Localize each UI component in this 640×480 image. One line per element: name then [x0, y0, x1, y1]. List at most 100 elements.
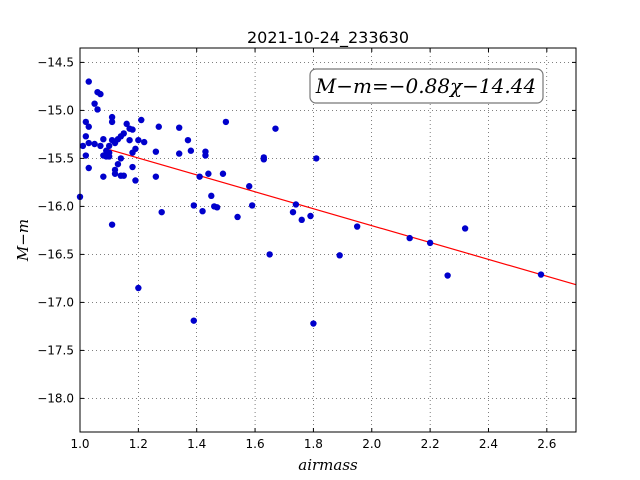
data-point: [114, 160, 122, 168]
plot-area: [80, 48, 576, 432]
data-point: [85, 139, 92, 147]
data-point: [100, 136, 107, 143]
data-point: [91, 100, 98, 107]
y-tick-label: −17.5: [37, 343, 74, 357]
y-tick-label: −15.5: [37, 151, 74, 165]
data-point: [213, 204, 221, 211]
data-point: [82, 152, 90, 159]
data-point: [79, 142, 87, 150]
chart-title: 2021-10-24_233630: [247, 28, 409, 48]
data-point: [126, 136, 133, 144]
data-point: [537, 271, 545, 278]
data-point: [82, 118, 90, 126]
data-point: [266, 251, 273, 258]
data-point: [132, 177, 139, 184]
y-tick-label: −14.5: [37, 55, 74, 69]
data-point: [176, 150, 183, 157]
data-point: [105, 142, 113, 150]
data-point: [444, 272, 451, 279]
data-point: [94, 106, 101, 113]
data-point: [298, 216, 305, 224]
x-tick-label: 1.4: [187, 437, 206, 451]
x-tick-label: 2.2: [421, 437, 440, 451]
x-tick-label: 2.0: [362, 437, 381, 451]
fit-legend-frame: [309, 68, 544, 104]
data-point: [108, 118, 116, 126]
plot-frame: [79, 47, 577, 433]
data-point: [120, 172, 127, 179]
y-tick-label: −15.0: [37, 103, 74, 117]
data-point: [155, 123, 162, 130]
data-point: [152, 148, 160, 155]
fit-line-group: [109, 148, 577, 286]
data-point: [219, 170, 227, 177]
data-point: [196, 173, 203, 180]
y-tick-label: −16.5: [37, 247, 74, 261]
data-point: [310, 320, 317, 327]
data-point: [108, 113, 116, 121]
data-point: [82, 133, 90, 140]
data-point: [234, 213, 241, 221]
data-point: [123, 120, 130, 128]
data-point: [108, 221, 116, 228]
data-point: [248, 202, 256, 209]
data-point: [120, 130, 127, 137]
fit-equation-label: M−m=−0.88χ−14.44: [315, 74, 536, 98]
data-point: [336, 252, 343, 259]
data-point: [313, 155, 320, 162]
data-point: [135, 136, 142, 144]
data-point: [222, 118, 230, 126]
data-point: [140, 138, 148, 146]
data-point: [105, 153, 113, 160]
data-point: [97, 142, 104, 150]
x-tick-label: 1.6: [246, 437, 265, 451]
data-point: [100, 173, 107, 180]
x-tick-label: 2.4: [479, 437, 498, 451]
data-point: [135, 284, 142, 292]
data-point: [184, 136, 192, 144]
data-point: [406, 234, 413, 242]
y-tick-label: −16.0: [37, 199, 74, 213]
y-axis-label: M−m: [14, 219, 32, 262]
data-point: [158, 208, 165, 216]
data-point: [91, 140, 98, 148]
data-point: [117, 155, 125, 162]
data-point: [111, 170, 119, 177]
data-point: [187, 147, 195, 154]
x-tick-label: 1.0: [70, 437, 89, 451]
data-point: [292, 201, 300, 208]
data-point: [129, 163, 136, 171]
data-point: [289, 208, 297, 216]
data-point: [190, 202, 197, 209]
data-point: [85, 78, 92, 85]
data-point: [260, 154, 268, 161]
data-point: [246, 183, 253, 190]
data-point: [152, 173, 160, 180]
x-tick-label: 1.8: [304, 437, 323, 451]
data-point: [272, 125, 279, 132]
data-point: [129, 126, 136, 133]
y-tick-label: −17.0: [37, 295, 74, 309]
data-point: [205, 170, 212, 177]
data-point: [307, 212, 314, 220]
data-point: [132, 145, 139, 152]
fit-line: [109, 148, 577, 286]
data-point: [97, 90, 104, 98]
fit-legend-box: M−m=−0.88χ−14.44: [309, 68, 544, 104]
data-points: [76, 78, 545, 327]
data-point: [199, 208, 206, 215]
data-point: [461, 225, 469, 232]
data-point: [202, 148, 209, 155]
data-point: [190, 317, 197, 324]
data-point: [138, 116, 145, 124]
data-point: [426, 239, 434, 247]
data-point: [353, 223, 361, 230]
axis-ticks: 1.0 1.2 1.4 1.6 1.8 2.0 2.2 2.4 2.6 −14.5 −15.0 −15…: [37, 48, 576, 451]
x-axis-label: airmass: [298, 456, 358, 474]
data-point: [176, 124, 183, 131]
x-tick-label: 1.2: [129, 437, 148, 451]
x-tick-label: 2.6: [537, 437, 556, 451]
data-point: [85, 164, 92, 172]
y-tick-label: −18.0: [37, 391, 74, 405]
